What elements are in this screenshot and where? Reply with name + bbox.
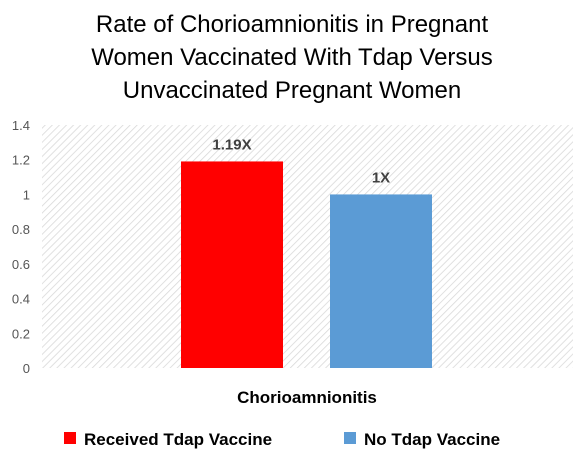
y-tick-label: 1.4	[12, 118, 30, 133]
chart-title-line-3: Unvaccinated Pregnant Women	[123, 77, 461, 104]
y-tick-label: 1.2	[12, 153, 30, 168]
y-tick-label: 0.8	[12, 222, 30, 237]
y-tick-label: 0.4	[12, 292, 30, 307]
plot-area	[42, 125, 573, 368]
y-tick-label: 1	[23, 187, 30, 202]
bars: 1.19X 1X	[181, 136, 432, 368]
y-tick-label: 0.6	[12, 257, 30, 272]
bar-received-tdap	[181, 161, 283, 368]
data-label: 1X	[372, 169, 390, 186]
data-label: 1.19X	[212, 136, 251, 153]
chart-title-line-1: Rate of Chorioamnionitis in Pregnant	[96, 11, 489, 38]
legend: Received Tdap Vaccine No Tdap Vaccine	[64, 430, 500, 449]
x-category-label: Chorioamnionitis	[237, 388, 377, 407]
bar-no-tdap	[330, 194, 432, 368]
y-axis: 0 0.2 0.4 0.6 0.8 1 1.2 1.4	[12, 118, 30, 376]
chart-title-line-2: Women Vaccinated With Tdap Versus	[91, 44, 493, 71]
legend-label-no-tdap: No Tdap Vaccine	[364, 430, 500, 449]
y-tick-label: 0.2	[12, 326, 30, 341]
legend-label-received-tdap: Received Tdap Vaccine	[84, 430, 272, 449]
legend-swatch-no-tdap	[344, 432, 356, 444]
legend-swatch-received-tdap	[64, 432, 76, 444]
y-tick-label: 0	[23, 361, 30, 376]
